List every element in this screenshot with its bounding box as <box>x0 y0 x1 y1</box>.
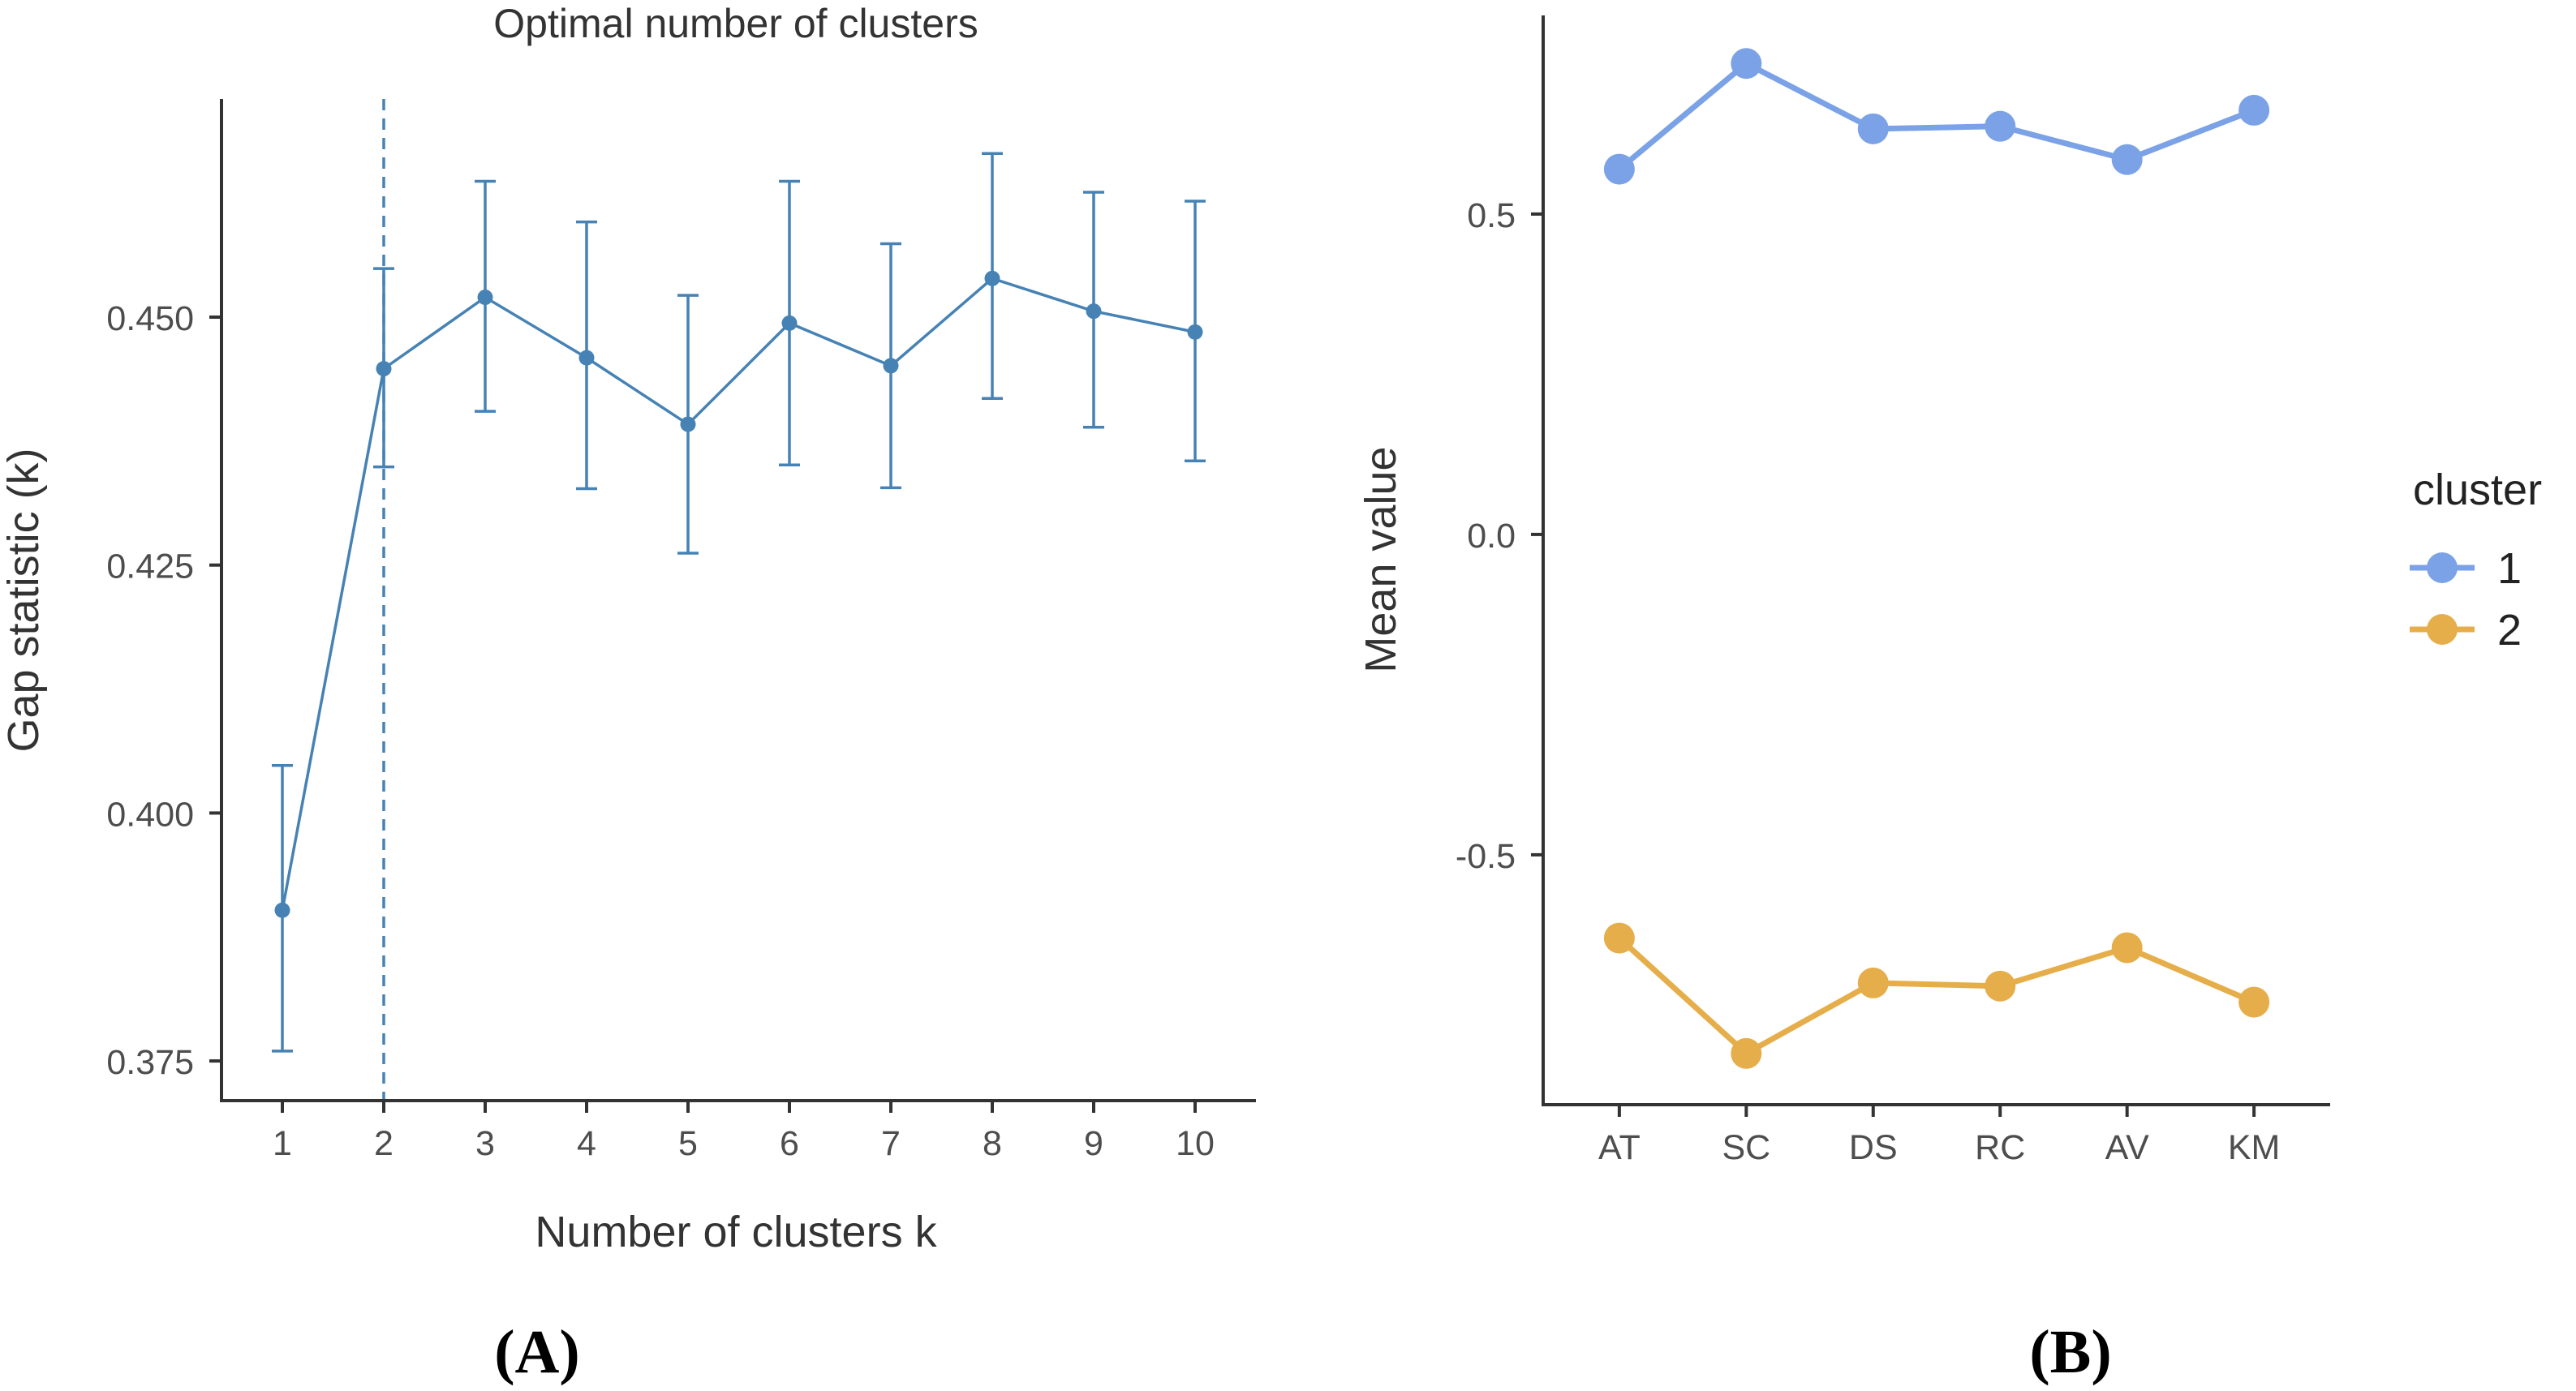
chart-b-legend: cluster 1 2 <box>2410 466 2542 655</box>
x-tick-label: 3 <box>475 1124 495 1163</box>
x-tick-label: SC <box>1722 1128 1770 1167</box>
x-tick-label: KM <box>2228 1128 2281 1167</box>
x-tick-label: 2 <box>374 1124 393 1163</box>
chart-a-title: Optimal number of clusters <box>493 1 978 46</box>
chart-a-x-axis-label: Number of clusters k <box>535 1208 937 1256</box>
cluster-1-point <box>1985 110 2016 142</box>
x-tick-label: DS <box>1849 1128 1898 1167</box>
chart-a-y-axis-label: Gap statistic (k) <box>0 448 48 752</box>
cluster-1-point <box>1857 113 1889 144</box>
gap-point <box>883 358 899 374</box>
cluster-2-point <box>2238 986 2270 1018</box>
cluster-2-point <box>1731 1037 1762 1069</box>
gap-series-line <box>281 277 1196 911</box>
legend-title: cluster <box>2413 466 2542 514</box>
gap-point <box>1187 324 1203 340</box>
cluster-2-point <box>1857 967 1889 998</box>
cluster-1-point <box>2238 94 2270 126</box>
x-tick-label: AT <box>1598 1128 1641 1167</box>
y-tick-label: 0.450 <box>106 299 194 338</box>
gap-point <box>1086 303 1102 320</box>
x-tick-label: 5 <box>678 1124 698 1163</box>
panel-a-label: (A) <box>494 1318 580 1386</box>
cluster-2-point <box>1603 922 1635 954</box>
x-tick-label: 7 <box>881 1124 901 1163</box>
y-tick-label: 0.375 <box>106 1043 194 1082</box>
cluster-2-point <box>2111 932 2143 964</box>
y-tick-label: -0.5 <box>1456 837 1516 876</box>
cluster-2-point <box>1985 970 2016 1002</box>
legend-label: 2 <box>2497 606 2522 655</box>
y-tick-label: 0.400 <box>106 795 194 834</box>
chart-a-y-ticks: 0.375 0.400 0.425 0.450 <box>106 299 221 1082</box>
x-tick-label: 9 <box>1084 1124 1103 1163</box>
legend-key-point <box>2427 552 2458 583</box>
gap-point <box>274 902 290 918</box>
panel-b-label: (B) <box>2029 1318 2111 1386</box>
y-tick-label: 0.5 <box>1467 196 1516 235</box>
legend-label: 1 <box>2497 544 2522 593</box>
cluster-1-line <box>1617 60 2256 172</box>
x-tick-label: RC <box>1975 1128 2025 1167</box>
gap-statistic-chart: Optimal number of clusters 0.375 0.400 0.4… <box>0 1 1256 1386</box>
x-tick-label: 10 <box>1176 1124 1215 1163</box>
legend-key-point <box>2427 614 2458 645</box>
gap-point <box>477 290 493 306</box>
y-tick-label: 0.0 <box>1467 517 1516 556</box>
gap-point <box>376 361 392 377</box>
cluster-means-chart: -0.5 0.0 0.5 AT SC DS RC AV KM Mean value clust… <box>1357 15 2542 1386</box>
gap-point <box>781 315 798 331</box>
x-tick-label: 4 <box>577 1124 596 1163</box>
x-tick-label: 8 <box>983 1124 1002 1163</box>
x-tick-label: 1 <box>273 1124 292 1163</box>
y-tick-label: 0.425 <box>106 547 194 586</box>
x-tick-label: AV <box>2105 1128 2149 1167</box>
chart-b-y-ticks: -0.5 0.0 0.5 <box>1456 196 1543 876</box>
chart-b-marks <box>1603 48 2270 1069</box>
gap-point <box>578 350 595 366</box>
gap-point <box>680 416 696 432</box>
gap-point <box>984 270 1000 286</box>
x-tick-label: 6 <box>780 1124 799 1163</box>
chart-b-y-axis-label: Mean value <box>1357 446 1405 672</box>
cluster-1-point <box>1731 48 1762 79</box>
chart-b-x-ticks: AT SC DS RC AV KM <box>1598 1105 2280 1167</box>
chart-a-marks <box>272 99 1206 1101</box>
cluster-1-point <box>1603 153 1635 185</box>
chart-a-x-ticks: 1 2 3 4 5 6 7 8 9 10 <box>273 1101 1215 1163</box>
cluster-1-point <box>2111 144 2143 175</box>
cluster-2-line <box>1617 936 2256 1057</box>
